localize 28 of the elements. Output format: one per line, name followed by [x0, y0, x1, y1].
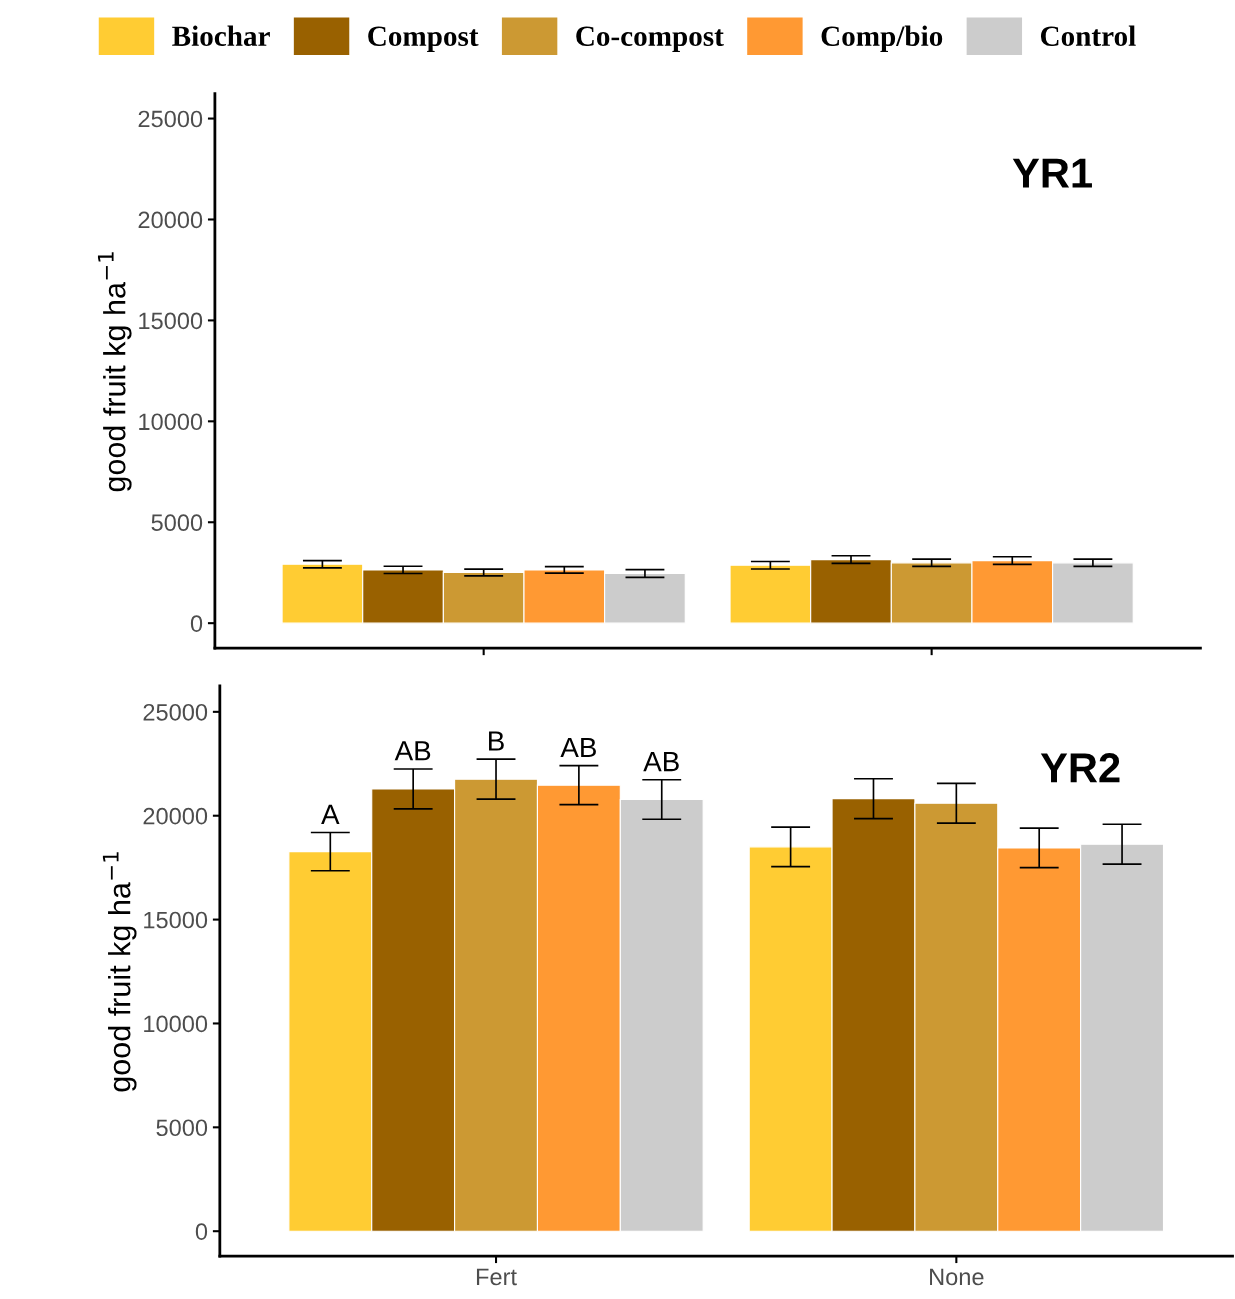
legend-label: Biochar	[172, 25, 270, 47]
x-tick-label: None	[930, 1268, 984, 1286]
text: YR1	[1012, 158, 1092, 188]
y-tick-label: 10000	[144, 1015, 208, 1033]
y-tick-label: 20000	[143, 807, 208, 825]
y-tick-label: 15000	[139, 312, 203, 330]
data-label: AB	[394, 741, 431, 761]
legend-label: Co-compost	[576, 26, 724, 52]
y-axis-title: good fruit kg ha$^{−1}$	[97, 252, 132, 492]
data-label: AB	[560, 737, 596, 758]
data-label: A	[321, 804, 340, 824]
y-tick-label: 5000	[156, 1119, 208, 1137]
y-tick-label: 15000	[144, 911, 208, 929]
legend-label: Control	[1040, 25, 1136, 47]
y-tick-label: 25000	[143, 703, 208, 721]
y-tick-label: 20000	[138, 211, 203, 229]
legend-label: Compost	[368, 26, 479, 52]
x-tick-label: Fert	[476, 1268, 517, 1286]
y-tick-label: 10000	[139, 413, 203, 431]
y-tick-label: 0	[195, 1223, 208, 1240]
y-tick-label: 5000	[151, 514, 203, 532]
data-label: B	[489, 731, 504, 751]
y-axis-title: good fruit kg ha$^{−1}$	[102, 852, 137, 1092]
data-label: AB	[643, 752, 679, 772]
legend-label: Comp/bio	[821, 25, 943, 52]
y-tick-label: 25000	[138, 110, 203, 128]
text: YR2	[1040, 753, 1120, 783]
y-tick-label: 0	[190, 615, 203, 632]
